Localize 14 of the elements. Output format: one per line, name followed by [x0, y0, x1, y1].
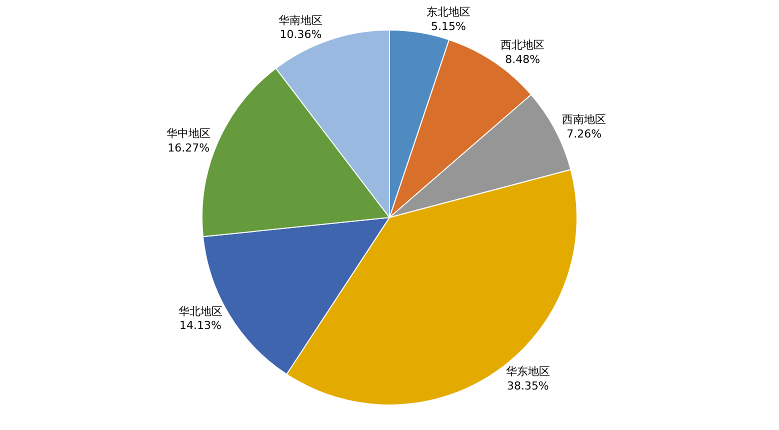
- slice-label: 华北地区: [178, 304, 222, 318]
- slice-label: 华南地区: [278, 14, 323, 27]
- data-label: 38.35%: [506, 379, 549, 392]
- data-label: 16.27%: [168, 141, 210, 154]
- slice-label: 东北地区: [426, 6, 471, 19]
- slice-label: 华东地区: [506, 364, 550, 378]
- data-label: 5.15%: [431, 20, 466, 33]
- data-label: 10.36%: [280, 28, 322, 42]
- data-label: 8.48%: [505, 52, 540, 66]
- slice-label: 西南地区: [562, 113, 606, 126]
- slice-label: 西北地区: [500, 38, 545, 52]
- data-label: 14.13%: [179, 319, 222, 332]
- data-label: 7.26%: [566, 128, 602, 141]
- slice-label: 华中地区: [166, 127, 211, 140]
